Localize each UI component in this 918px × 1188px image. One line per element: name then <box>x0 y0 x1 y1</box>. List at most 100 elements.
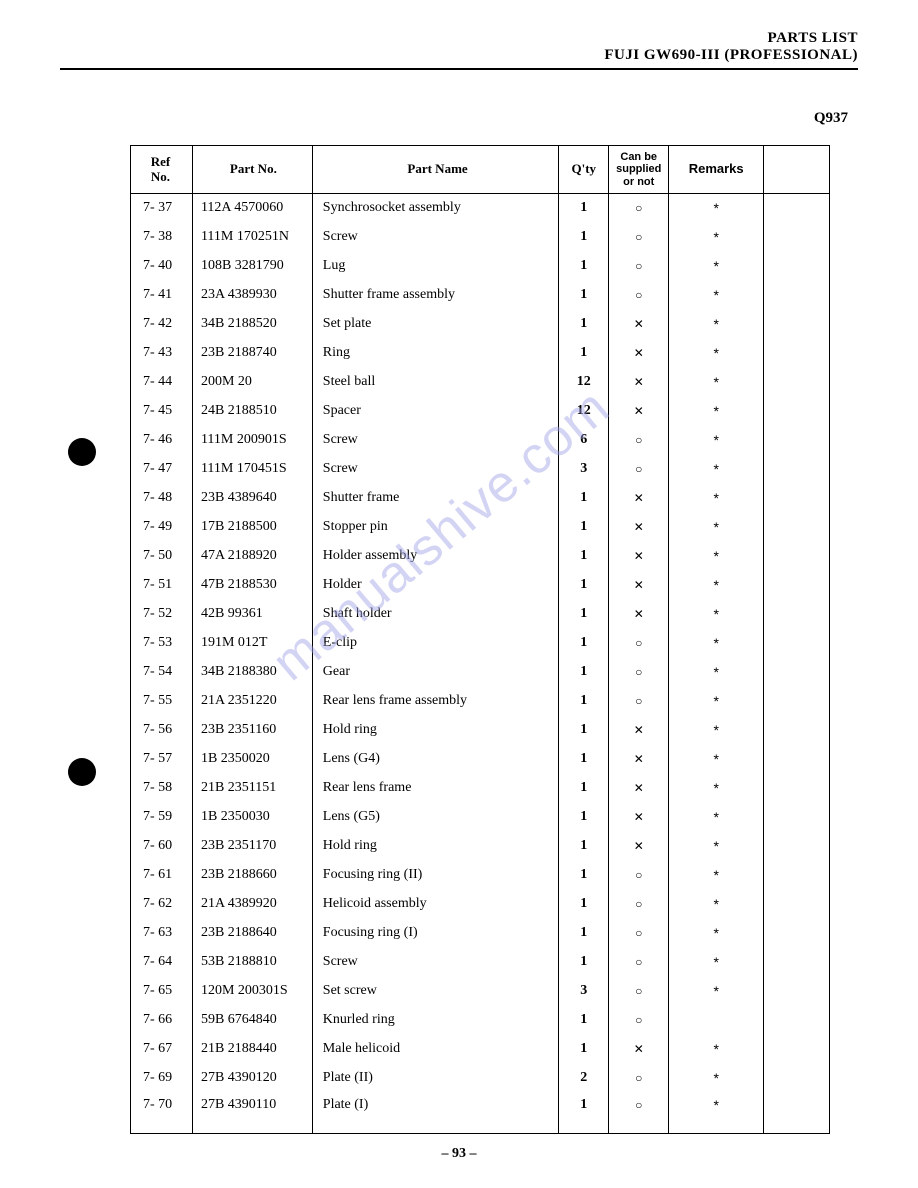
cell-remarks: * <box>669 629 764 658</box>
cell-remarks: * <box>669 368 764 397</box>
cell-partname: Stopper pin <box>312 513 559 542</box>
cell-remarks: * <box>669 1093 764 1134</box>
cell-ref: 7- 64 <box>131 948 193 977</box>
table-row: 7- 47111M 170451SScrew3○* <box>131 455 830 484</box>
cell-supply: ✕ <box>609 832 669 861</box>
cell-blank <box>764 339 830 368</box>
cell-qty: 1 <box>559 629 609 658</box>
cell-partno: 23B 2188740 <box>192 339 312 368</box>
th-ref: RefNo. <box>131 146 193 194</box>
cell-ref: 7- 52 <box>131 600 193 629</box>
page-header: PARTS LIST FUJI GW690-III (PROFESSIONAL) <box>60 30 858 70</box>
cell-partname: Lens (G4) <box>312 745 559 774</box>
cell-remarks: * <box>669 223 764 252</box>
cell-qty: 1 <box>559 223 609 252</box>
table-row: 7- 6721B 2188440Male helicoid1✕* <box>131 1035 830 1064</box>
cell-remarks: * <box>669 571 764 600</box>
table-row: 7- 4917B 2188500Stopper pin1✕* <box>131 513 830 542</box>
cell-partname: Lens (G5) <box>312 803 559 832</box>
cell-ref: 7- 60 <box>131 832 193 861</box>
table-row: 7- 44200M 20Steel ball12✕* <box>131 368 830 397</box>
cell-remarks: * <box>669 832 764 861</box>
cell-ref: 7- 45 <box>131 397 193 426</box>
cell-qty: 1 <box>559 252 609 281</box>
cell-partname: Helicoid assembly <box>312 890 559 919</box>
cell-partname: Gear <box>312 658 559 687</box>
punch-hole <box>68 438 96 466</box>
cell-partno: 21A 2351220 <box>192 687 312 716</box>
cell-blank <box>764 629 830 658</box>
cell-partname: Hold ring <box>312 716 559 745</box>
cell-blank <box>764 1093 830 1134</box>
cell-qty: 1 <box>559 716 609 745</box>
cell-supply: ○ <box>609 426 669 455</box>
cell-blank <box>764 252 830 281</box>
cell-partname: Holder <box>312 571 559 600</box>
cell-partname: Set plate <box>312 310 559 339</box>
table-row: 7- 6023B 2351170Hold ring1✕* <box>131 832 830 861</box>
cell-partno: 23B 2188640 <box>192 919 312 948</box>
table-row: 7- 65120M 200301SSet screw3○* <box>131 977 830 1006</box>
cell-partname: Screw <box>312 455 559 484</box>
cell-supply: ✕ <box>609 513 669 542</box>
cell-blank <box>764 310 830 339</box>
cell-supply: ✕ <box>609 542 669 571</box>
cell-partname: Focusing ring (II) <box>312 861 559 890</box>
cell-blank <box>764 919 830 948</box>
cell-partname: Screw <box>312 948 559 977</box>
cell-blank <box>764 803 830 832</box>
cell-partno: 53B 2188810 <box>192 948 312 977</box>
cell-partname: Steel ball <box>312 368 559 397</box>
table-body: 7- 37112A 4570060Synchrosocket assembly1… <box>131 194 830 1134</box>
cell-partname: Lug <box>312 252 559 281</box>
table-row: 7- 37112A 4570060Synchrosocket assembly1… <box>131 194 830 223</box>
cell-partno: 108B 3281790 <box>192 252 312 281</box>
cell-ref: 7- 55 <box>131 687 193 716</box>
cell-qty: 1 <box>559 194 609 223</box>
parts-table-wrapper: RefNo. Part No. Part Name Q'ty Can besup… <box>130 145 858 1134</box>
cell-partno: 47A 2188920 <box>192 542 312 571</box>
cell-qty: 1 <box>559 774 609 803</box>
cell-supply: ✕ <box>609 339 669 368</box>
cell-supply: ✕ <box>609 774 669 803</box>
cell-ref: 7- 65 <box>131 977 193 1006</box>
cell-blank <box>764 687 830 716</box>
table-row: 7- 5434B 2188380Gear1○* <box>131 658 830 687</box>
cell-ref: 7- 40 <box>131 252 193 281</box>
cell-supply: ✕ <box>609 368 669 397</box>
cell-partno: 42B 99361 <box>192 600 312 629</box>
cell-supply: ○ <box>609 223 669 252</box>
cell-partno: 23B 2351160 <box>192 716 312 745</box>
cell-ref: 7- 66 <box>131 1006 193 1035</box>
cell-qty: 6 <box>559 426 609 455</box>
cell-ref: 7- 63 <box>131 919 193 948</box>
cell-qty: 1 <box>559 658 609 687</box>
cell-ref: 7- 51 <box>131 571 193 600</box>
cell-blank <box>764 223 830 252</box>
cell-ref: 7- 59 <box>131 803 193 832</box>
cell-partname: Set screw <box>312 977 559 1006</box>
cell-supply: ✕ <box>609 745 669 774</box>
cell-blank <box>764 774 830 803</box>
cell-remarks: * <box>669 745 764 774</box>
cell-qty: 1 <box>559 310 609 339</box>
cell-partname: Ring <box>312 339 559 368</box>
cell-supply: ✕ <box>609 600 669 629</box>
cell-remarks: * <box>669 600 764 629</box>
cell-ref: 7- 53 <box>131 629 193 658</box>
cell-blank <box>764 571 830 600</box>
th-remarks: Remarks <box>669 146 764 194</box>
cell-qty: 3 <box>559 455 609 484</box>
cell-supply: ✕ <box>609 310 669 339</box>
cell-supply: ○ <box>609 194 669 223</box>
cell-remarks: * <box>669 977 764 1006</box>
cell-partname: Screw <box>312 223 559 252</box>
cell-blank <box>764 1064 830 1093</box>
cell-partno: 23A 4389930 <box>192 281 312 310</box>
cell-partno: 112A 4570060 <box>192 194 312 223</box>
cell-remarks: * <box>669 513 764 542</box>
table-row: 7- 4323B 2188740Ring1✕* <box>131 339 830 368</box>
cell-ref: 7- 46 <box>131 426 193 455</box>
cell-supply: ○ <box>609 1006 669 1035</box>
table-row: 7- 6927B 4390120Plate (II)2○* <box>131 1064 830 1093</box>
